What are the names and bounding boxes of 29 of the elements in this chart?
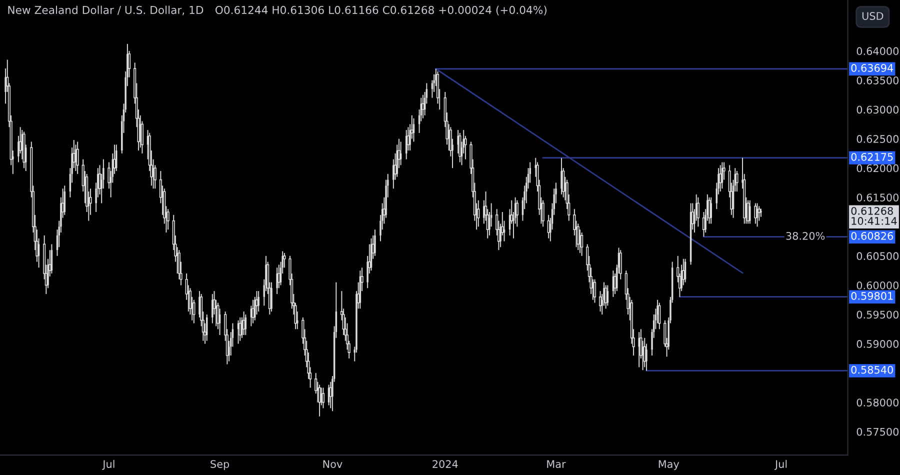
y-tick-label: 0.59000: [856, 340, 899, 348]
y-tick-label: 0.63000: [856, 106, 899, 114]
annotation: 38.20%: [786, 232, 825, 240]
annotation: 0.63694: [851, 64, 894, 72]
chart-title: New Zealand Dollar / U.S. Dollar, 1D: [8, 6, 204, 16]
chart-subtitle: O0.61244 H0.61306 L0.61166 C0.61268 +0.00024 (+0.04%): [216, 6, 546, 16]
y-tick-label: 0.59500: [856, 310, 899, 319]
annotation: 0.62175: [851, 152, 893, 161]
x-tick-label: Jul: [774, 460, 787, 470]
y-tick-label: 0.62000: [856, 164, 899, 172]
y-tick-label: 0.60500: [856, 252, 899, 260]
x-tick-label: Sep: [210, 460, 230, 470]
x-tick-label: May: [658, 460, 680, 470]
x-tick-label: Mar: [547, 460, 566, 468]
x-tick-label: Jul: [102, 460, 114, 470]
y-tick-label: 0.58000: [856, 398, 899, 406]
x-tick-label: 2024: [432, 460, 458, 468]
annotation: 0.60826: [851, 232, 893, 240]
text: 0.61268 10:41:14: [851, 206, 897, 225]
annotation: 0.59801: [851, 292, 893, 300]
x-tick-label: Nov: [323, 460, 342, 468]
y-tick-label: 0.57500: [856, 428, 899, 436]
annotation: 0.58540: [851, 366, 893, 374]
y-tick-label: 0.60000: [856, 281, 899, 290]
y-tick-label: 0.61500: [856, 194, 899, 202]
y-tick-label: 0.63500: [856, 76, 899, 84]
text: USD: [862, 12, 884, 20]
y-tick-label: 0.64000: [856, 47, 899, 56]
y-tick-label: 0.62500: [856, 135, 899, 143]
